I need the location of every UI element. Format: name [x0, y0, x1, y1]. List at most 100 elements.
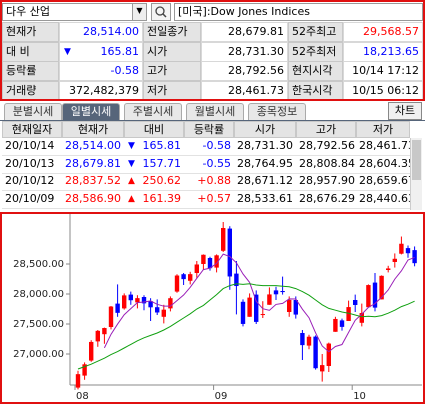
table-cell: 28,604.35 — [356, 156, 410, 174]
tab[interactable]: 종목정보 — [248, 103, 306, 120]
candle-body — [95, 330, 100, 342]
candle-body — [353, 300, 358, 305]
cell-value: 165.81 — [100, 44, 140, 58]
x-tick-label: 08 — [76, 391, 89, 402]
dropdown-arrow[interactable]: ▼ — [132, 4, 146, 20]
candle-body — [128, 294, 133, 301]
table-cell: 28,764.95 — [234, 156, 296, 174]
x-tick-label: 09 — [215, 391, 228, 402]
info-value: 29,568.57 — [343, 22, 423, 42]
candle-body — [326, 343, 331, 366]
column-header: 시가 — [234, 121, 296, 138]
table-cell: 28,808.84 — [296, 156, 356, 174]
info-label: 대 비 — [2, 41, 59, 62]
info-value: ▼ 165.81 — [59, 41, 143, 62]
info-value: 10/14 17:12 — [343, 61, 423, 81]
candle-body — [194, 264, 199, 273]
candle-body — [141, 297, 147, 304]
candle-body — [392, 258, 397, 262]
y-tick-label: 27,500.00 — [13, 319, 64, 330]
moving-average — [77, 283, 415, 370]
candle-body — [148, 301, 153, 308]
candle-body — [227, 228, 232, 277]
tab[interactable]: 주별시세 — [124, 103, 182, 120]
info-label: 전일종가 — [143, 22, 201, 42]
candle-body — [287, 299, 292, 312]
cell-value: 165.81 — [142, 139, 182, 152]
candle-body — [320, 365, 325, 372]
scrollbar[interactable] — [410, 138, 422, 210]
info-label: 등락률 — [2, 61, 59, 81]
candle-body — [366, 285, 371, 308]
candle-body — [339, 320, 345, 327]
table-cell: ▼ 165.81 — [124, 138, 184, 156]
candle-body — [254, 294, 259, 322]
candle-body — [412, 250, 417, 264]
candle-body — [293, 300, 298, 315]
candle-body — [379, 275, 384, 300]
candle-body — [359, 313, 364, 323]
table-cell: 20/10/12 — [2, 173, 62, 191]
info-label: 저가 — [143, 80, 201, 101]
scroll-thumb[interactable] — [412, 140, 421, 180]
candle-body — [201, 254, 206, 264]
info-label: 한국시각 — [288, 80, 343, 101]
table-cell: 28,957.90 — [296, 173, 356, 191]
arrow: ▲ — [128, 176, 135, 186]
column-header: 현재가 — [62, 121, 124, 138]
search-button[interactable] — [151, 3, 171, 21]
cell-value: 250.62 — [142, 174, 182, 187]
candle-body — [188, 274, 193, 281]
candle-body — [313, 336, 318, 369]
table-cell: 28,792.56 — [296, 138, 356, 156]
candle-body — [174, 275, 180, 292]
y-tick-label: 28,500.00 — [13, 259, 64, 270]
table-cell: 28,440.63 — [356, 191, 410, 209]
table-cell: +0.57 — [184, 191, 234, 209]
candle-body — [161, 309, 166, 317]
tab[interactable]: 분별시세 — [4, 103, 62, 120]
arrow: ▼ — [128, 158, 135, 169]
candle-body — [273, 290, 279, 295]
arrow: ▲ — [128, 193, 135, 204]
info-label: 시가 — [143, 41, 201, 62]
info-label: 거래량 — [2, 80, 59, 101]
candle-body — [399, 243, 404, 254]
table-cell: 28,679.81 — [62, 156, 124, 174]
info-value: 28,461.73 — [201, 80, 288, 101]
table-cell: -0.58 — [184, 138, 234, 156]
cell-value: -0.58 — [110, 64, 139, 77]
tab[interactable]: 일별시세 — [62, 103, 120, 120]
table-cell: 28,514.00 — [62, 138, 124, 156]
table-cell: 28,586.90 — [62, 191, 124, 209]
info-label: 52주최저 — [288, 41, 343, 62]
column-header: 등락률 — [184, 121, 234, 138]
candle-body — [240, 301, 246, 324]
table-cell: 28,731.30 — [234, 138, 296, 156]
candle-body — [82, 364, 87, 376]
arrow: ▼ — [64, 46, 71, 57]
candle-body — [386, 268, 391, 270]
column-header: 고가 — [296, 121, 356, 138]
candle-body — [75, 374, 81, 388]
table-cell: +0.88 — [184, 173, 234, 191]
arrow: ▼ — [128, 141, 135, 151]
market-name: [미국]:Dow Jones Indices — [174, 3, 423, 21]
table-cell: ▲ 161.39 — [124, 191, 184, 209]
column-header: 저가 — [356, 121, 410, 138]
table-cell: -0.55 — [184, 156, 234, 174]
y-tick-label: 28,000.00 — [13, 289, 64, 300]
tab-underline — [0, 120, 425, 121]
table-cell: 28,461.73 — [356, 138, 410, 156]
candle-body — [155, 307, 160, 313]
chart-button[interactable]: 차트 — [388, 102, 422, 120]
tab[interactable]: 월별시세 — [186, 103, 244, 120]
x-tick-label: 10 — [353, 391, 366, 402]
candle-body — [247, 297, 252, 317]
info-value: 28,792.56 — [201, 61, 288, 81]
symbol-select[interactable]: 다우 산업 — [2, 3, 147, 21]
table-cell: 28,676.29 — [296, 191, 356, 209]
info-value: -0.58 — [59, 61, 143, 81]
table-cell: 28,671.12 — [234, 173, 296, 191]
